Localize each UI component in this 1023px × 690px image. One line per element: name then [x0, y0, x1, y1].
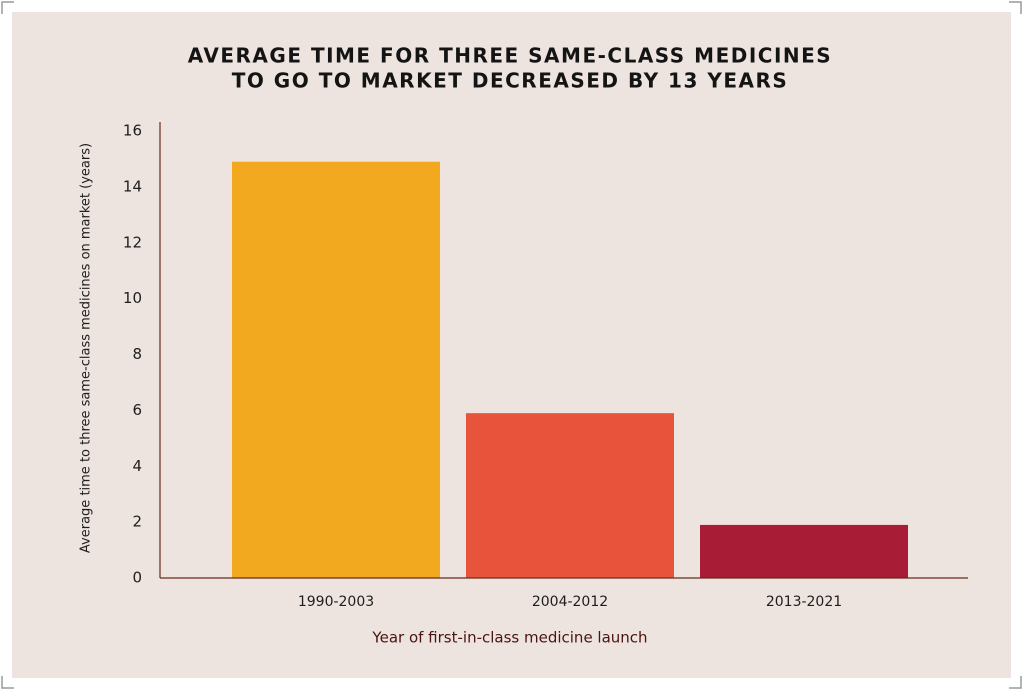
y-tick-label: 8: [132, 345, 142, 363]
chart-title: TO GO TO MARKET DECREASED BY 13 YEARS: [232, 69, 789, 93]
y-tick-label: 10: [123, 289, 142, 307]
y-tick-label: 0: [132, 569, 142, 587]
bar: [700, 524, 908, 578]
x-axis-label: Year of first-in-class medicine launch: [371, 629, 647, 647]
y-tick-label: 12: [123, 233, 142, 251]
y-tick-label: 2: [132, 513, 142, 531]
chart-title: AVERAGE TIME FOR THREE SAME-CLASS MEDICI…: [188, 44, 832, 68]
y-tick-label: 16: [123, 122, 142, 140]
y-tick-label: 6: [132, 401, 142, 419]
x-tick-label: 2013-2021: [766, 594, 842, 610]
x-tick-label: 2004-2012: [532, 594, 608, 610]
y-tick-label: 14: [123, 177, 142, 195]
y-tick-label: 4: [132, 457, 142, 475]
bar: [466, 413, 674, 578]
y-axis-label: Average time to three same-class medicin…: [79, 143, 94, 553]
bar: [232, 161, 440, 578]
x-tick-label: 1990-2003: [298, 594, 374, 610]
